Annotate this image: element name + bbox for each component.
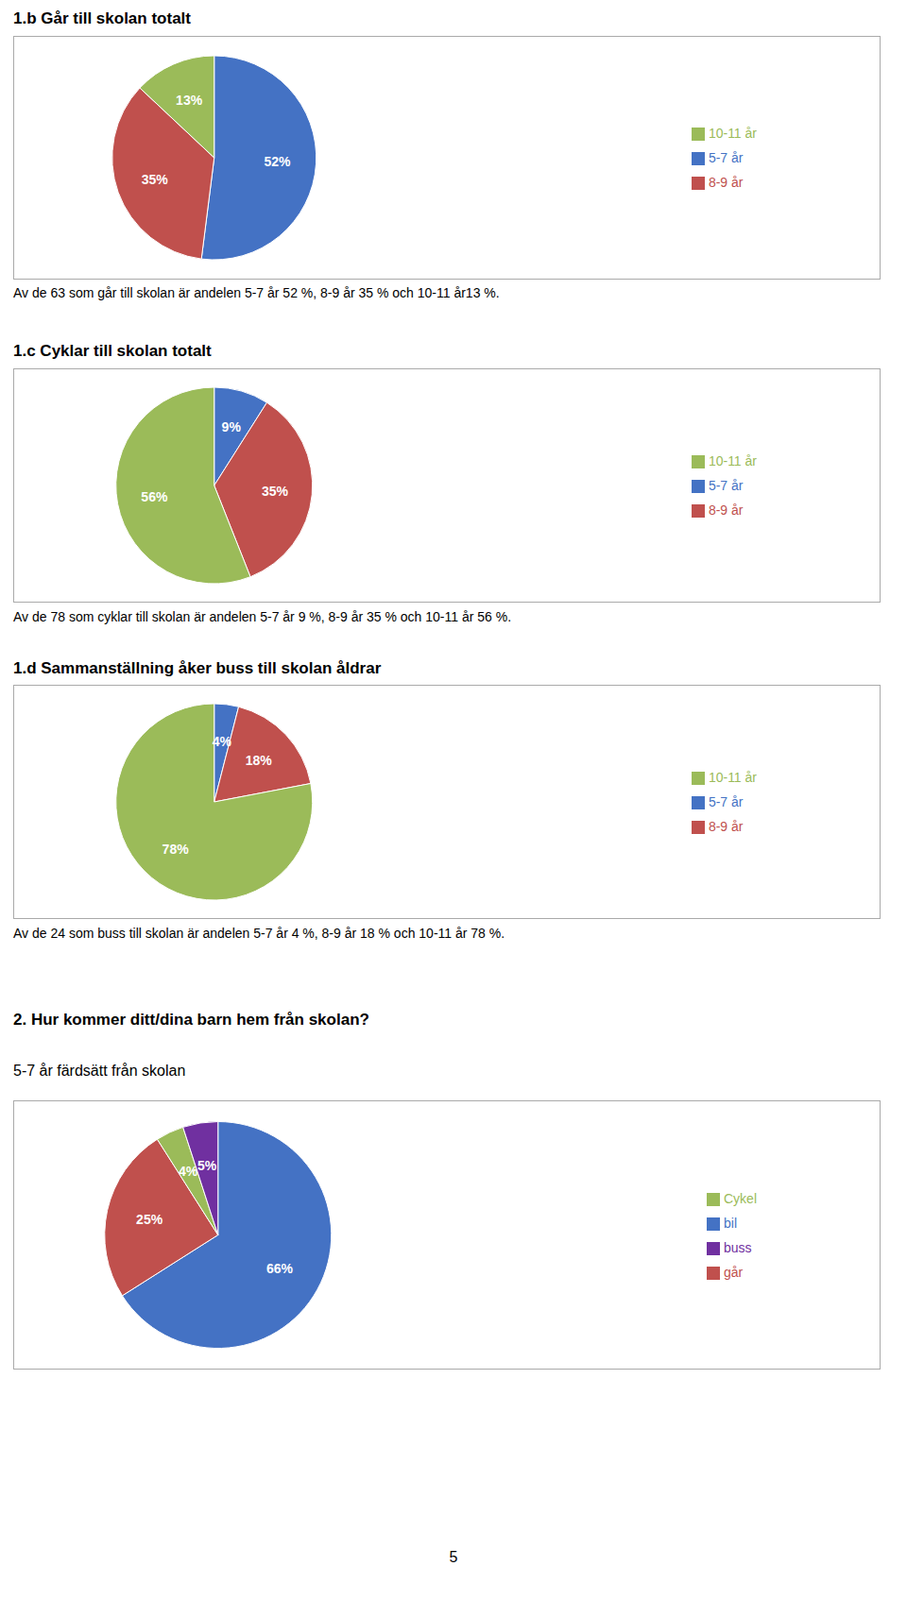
svg-text:9%: 9% [222,419,242,435]
html-text:1.c Cyklar till skolan totalt: 1.c Cyklar till skolan totalt [13,342,212,360]
html-text:buss: buss [723,1240,752,1256]
svg-text:13%: 13% [175,92,204,108]
svg-text:35%: 35% [141,171,170,188]
svg-text:56%: 56% [140,489,169,505]
html-text:10-11 år: 10-11 år [708,770,757,786]
svg-text:18%: 18% [245,752,274,769]
html-text:2. Hur kommer ditt/dina barn h: 2. Hur kommer ditt/dina barn hem från sk… [13,1010,370,1029]
html-text:10-11 år: 10-11 år [708,453,757,469]
html-text:Av de 78 som cyklar till skola: Av de 78 som cyklar till skolan är andel… [13,609,512,625]
html-text:1.b Går till skolan totalt: 1.b Går till skolan totalt [13,9,191,28]
svg-text:66%: 66% [266,1261,294,1277]
html-text:Cykel: Cykel [723,1190,757,1207]
html-text:5-7 år: 5-7 år [708,150,744,166]
html-text:5: 5 [449,1549,458,1566]
html-text:5-7 år: 5-7 år [708,794,744,810]
svg-text:35%: 35% [261,483,290,499]
svg-text:78%: 78% [162,841,190,857]
html-text:8-9 år: 8-9 år [708,819,744,835]
html-text:bil: bil [723,1215,737,1231]
html-text:10-11 år: 10-11 år [708,125,757,141]
svg-text:4%: 4% [212,734,233,750]
html-text:går: går [723,1264,743,1280]
html-text:5-7 år färdsätt från skolan: 5-7 år färdsätt från skolan [13,1062,186,1079]
html-text:8-9 år: 8-9 år [708,174,744,190]
html-text:5-7 år: 5-7 år [708,478,744,494]
html-text:Av de 63 som går till skolan ä: Av de 63 som går till skolan är andelen … [13,285,500,301]
html-text:8-9 år: 8-9 år [708,502,744,518]
svg-text:4%: 4% [178,1163,199,1180]
svg-text:5%: 5% [197,1158,218,1174]
svg-text:25%: 25% [136,1212,164,1228]
html-text:1.d Sammanställning åker buss: 1.d Sammanställning åker buss till skola… [13,659,382,678]
html-text:Av de 24 som buss till skolan: Av de 24 som buss till skolan är andelen… [13,925,505,942]
svg-text:52%: 52% [264,154,292,170]
